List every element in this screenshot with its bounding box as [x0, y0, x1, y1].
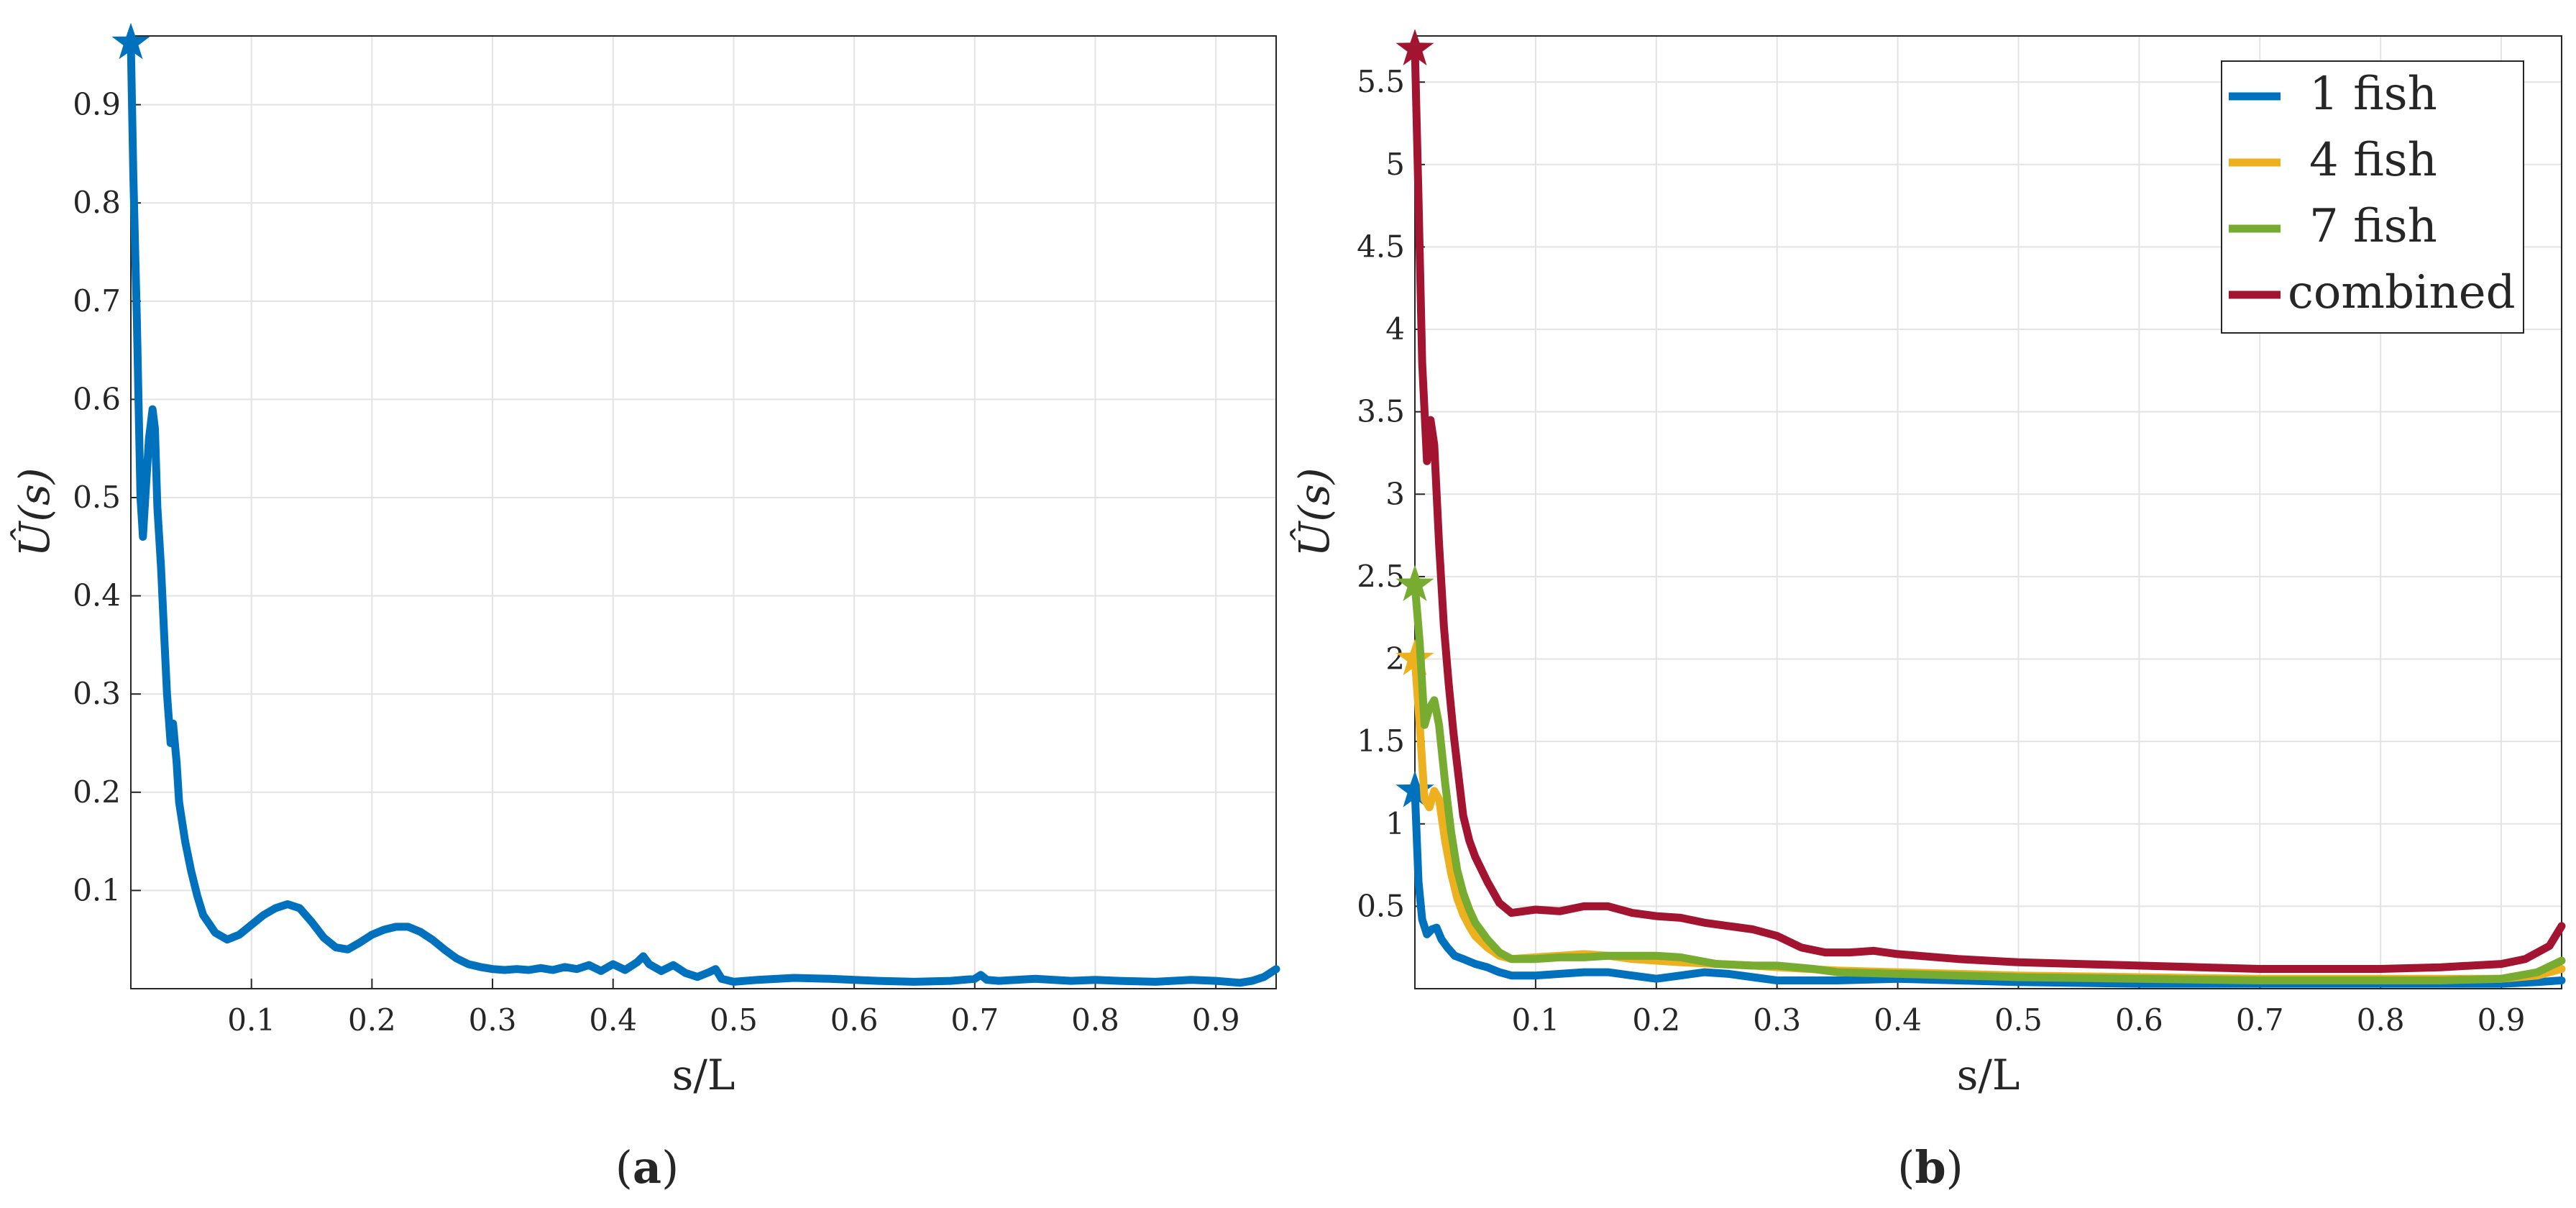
panel-b-legend: 1 fish 4 fish 7 fish combined: [2221, 60, 2524, 334]
max-star-marker-4-fish: [1395, 639, 1434, 676]
x-tick-label: 0.7: [2236, 1002, 2284, 1038]
y-tick-label: 4.5: [1357, 229, 1405, 264]
panel-b-series: [1395, 29, 2566, 988]
panel-a: 0.1 0.2 0.3 0.4 0.5 0.6 0.7 0.8 0.9 0.1 0.2 0.3 0.4 0…: [10, 22, 1280, 1194]
panel-b-axes-frame: [1414, 35, 2562, 989]
max-star-marker-combined: [1395, 29, 1434, 65]
legend-entry-4-fish: 4 fish: [2229, 134, 2437, 187]
x-tick-label: 0.6: [830, 1002, 879, 1038]
panel-b-label-open: (: [1897, 1141, 1915, 1194]
x-tick-label: 0.1: [1511, 1002, 1559, 1038]
y-tick-label: 0.9: [73, 87, 121, 122]
line-combined: [1411, 45, 2566, 973]
x-tick-label: 0.1: [227, 1002, 275, 1038]
line-series: [127, 39, 1280, 987]
y-tick-label: 1: [1385, 806, 1405, 841]
panel-a-label-close: ): [661, 1141, 679, 1194]
x-tick-label: 0.5: [1994, 1002, 2043, 1038]
panel-a-tick-labels: 0.1 0.2 0.3 0.4 0.5 0.6 0.7 0.8 0.9 0.1 0.2 0.3 0.4 0…: [73, 87, 1239, 1038]
y-tick-label: 2.5: [1357, 559, 1405, 594]
panel-a-label-letter: a: [633, 1141, 661, 1194]
y-tick-label: 3.5: [1357, 394, 1405, 429]
panel-a-x-axis-label: s/L: [672, 1051, 735, 1099]
y-tick-label: 0.4: [73, 578, 121, 613]
y-tick-label: 0.6: [73, 381, 121, 416]
legend-entry-1-fish: 1 fish: [2229, 68, 2437, 121]
panel-b: 0.1 0.2 0.3 0.4 0.5 0.6 0.7 0.8 0.9 0.5 1 1.5 2 2.5 3 3…: [1290, 29, 2566, 1194]
legend-label-1-fish: 1 fish: [2309, 68, 2437, 121]
x-tick-label: 0.7: [950, 1002, 999, 1038]
y-tick-label: 0.3: [73, 676, 121, 711]
legend-box: [2221, 60, 2524, 334]
y-tick-label: 0.2: [73, 774, 121, 810]
line-4-fish: [1411, 655, 2566, 983]
line-7-fish: [1411, 580, 2566, 984]
x-tick-label: 0.4: [589, 1002, 637, 1038]
panel-b-y-axis-label: Û(s): [1290, 468, 1339, 557]
legend-label-7-fish: 7 fish: [2309, 200, 2437, 253]
y-tick-label: 0.7: [73, 283, 121, 319]
x-tick-label: 0.2: [1632, 1002, 1680, 1038]
x-tick-label: 0.2: [348, 1002, 396, 1038]
panel-b-label-letter: b: [1915, 1141, 1945, 1194]
x-tick-label: 0.8: [2357, 1002, 2405, 1038]
max-star-marker-1-fish: [1395, 770, 1434, 807]
panel-b-label-close: ): [1946, 1141, 1963, 1194]
legend-entry-7-fish: 7 fish: [2229, 200, 2437, 253]
legend-entry-combined: combined: [2229, 266, 2516, 319]
x-tick-label: 0.4: [1874, 1002, 1922, 1038]
x-tick-label: 0.6: [2115, 1002, 2163, 1038]
legend-label-4-fish: 4 fish: [2309, 134, 2437, 187]
panel-b-label: (b): [1897, 1141, 1963, 1194]
y-tick-label: 0.5: [1357, 888, 1405, 923]
y-tick-label: 4: [1385, 311, 1405, 347]
y-tick-label: 3: [1385, 476, 1405, 511]
y-tick-label: 2: [1385, 641, 1405, 677]
panel-a-grid: [131, 36, 1276, 989]
max-star-marker-series: [111, 22, 150, 60]
y-tick-label: 0.5: [73, 480, 121, 515]
y-tick-label: 5.5: [1357, 64, 1405, 99]
panel-a-series: [111, 22, 1280, 987]
panel-a-label-open: (: [615, 1141, 633, 1194]
y-tick-label: 1.5: [1357, 723, 1405, 759]
max-star-marker-7-fish: [1395, 564, 1434, 601]
x-tick-label: 0.9: [2478, 1002, 2526, 1038]
x-tick-label: 0.9: [1192, 1002, 1240, 1038]
legend-label-combined: combined: [2288, 266, 2516, 319]
y-tick-label: 0.8: [73, 185, 121, 220]
y-tick-label: 0.1: [73, 872, 121, 907]
panel-a-y-axis-label: Û(s): [10, 468, 59, 557]
line-1-fish: [1411, 787, 2566, 988]
x-tick-label: 0.8: [1071, 1002, 1119, 1038]
y-tick-label: 5: [1385, 147, 1405, 182]
x-tick-label: 0.3: [469, 1002, 517, 1038]
panel-a-label: (a): [615, 1141, 679, 1194]
panel-a-axes-frame: [130, 35, 1277, 989]
panel-b-tick-labels: 0.1 0.2 0.3 0.4 0.5 0.6 0.7 0.8 0.9 0.5 1 1.5 2 2.5 3 3…: [1357, 64, 2525, 1038]
panel-b-x-axis-label: s/L: [1957, 1051, 2020, 1099]
x-tick-label: 0.3: [1753, 1002, 1801, 1038]
x-tick-label: 0.5: [710, 1002, 758, 1038]
